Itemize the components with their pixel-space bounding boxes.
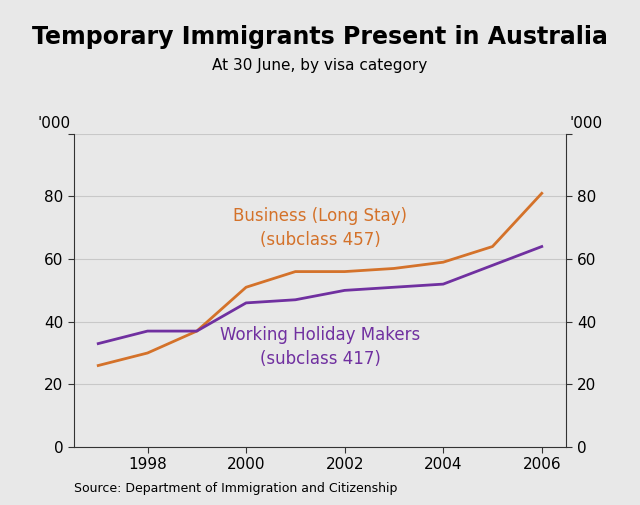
Text: '000: '000 [37,116,70,131]
Text: '000: '000 [570,116,603,131]
Text: Temporary Immigrants Present in Australia: Temporary Immigrants Present in Australi… [32,25,608,49]
Text: Business (Long Stay)
(subclass 457): Business (Long Stay) (subclass 457) [233,207,407,248]
Text: Source: Department of Immigration and Citizenship: Source: Department of Immigration and Ci… [74,482,397,495]
Text: At 30 June, by visa category: At 30 June, by visa category [212,58,428,73]
Text: Working Holiday Makers
(subclass 417): Working Holiday Makers (subclass 417) [220,326,420,368]
